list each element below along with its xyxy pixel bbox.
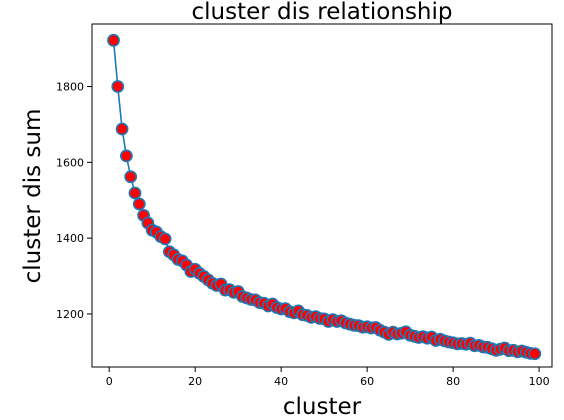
x-tick-label: 20 [188,375,202,388]
series-line-group [112,40,535,355]
y-axis: 1200 1400 1600 1800 [56,81,92,321]
y-axis-label: cluster dis sum [20,109,46,284]
series-points-group [107,33,542,361]
data-point [119,149,133,163]
data-point [124,170,138,184]
x-axis: 0 20 40 60 80 100 [106,367,550,388]
x-tick-label: 0 [106,375,113,388]
x-tick-label: 80 [446,375,460,388]
data-point [128,186,142,200]
y-tick-label: 1800 [56,81,84,94]
x-tick-label: 100 [529,375,550,388]
y-tick-label: 1400 [56,232,84,245]
data-point [111,80,125,93]
y-tick-label: 1600 [56,156,84,169]
series-line [112,40,535,355]
data-point [528,347,542,361]
plot-area-frame [91,23,553,368]
x-tick-label: 40 [274,375,288,388]
x-axis-label: cluster [283,394,362,420]
data-point [132,197,146,211]
data-point [158,232,172,246]
x-tick-label: 60 [360,375,374,388]
data-point [107,33,120,47]
data-point [115,122,129,136]
chart-title: cluster dis relationship [191,0,452,25]
y-tick-label: 1200 [56,308,84,321]
